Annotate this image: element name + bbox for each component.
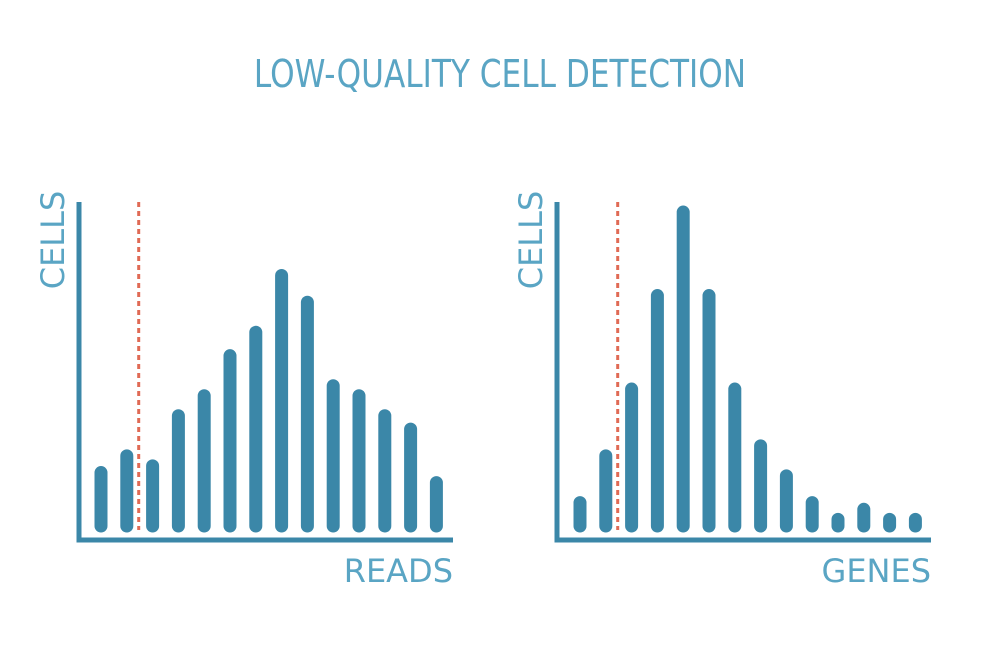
reads-x-axis-label: READS: [344, 552, 453, 590]
genes-axes: [554, 202, 931, 543]
reads-axes: [76, 202, 453, 543]
reads-histogram-panel: CELLS READS: [34, 191, 453, 590]
reads-y-axis-label: CELLS: [34, 191, 72, 290]
genes-x-axis-label: GENES: [822, 552, 931, 590]
reads-bars: [94, 269, 443, 533]
genes-histogram-panel: CELLS GENES: [512, 191, 931, 590]
chart-title: LOW-QUALITY CELL DETECTION: [253, 52, 747, 96]
genes-y-axis-label: CELLS: [512, 191, 550, 290]
genes-bars: [573, 205, 922, 533]
